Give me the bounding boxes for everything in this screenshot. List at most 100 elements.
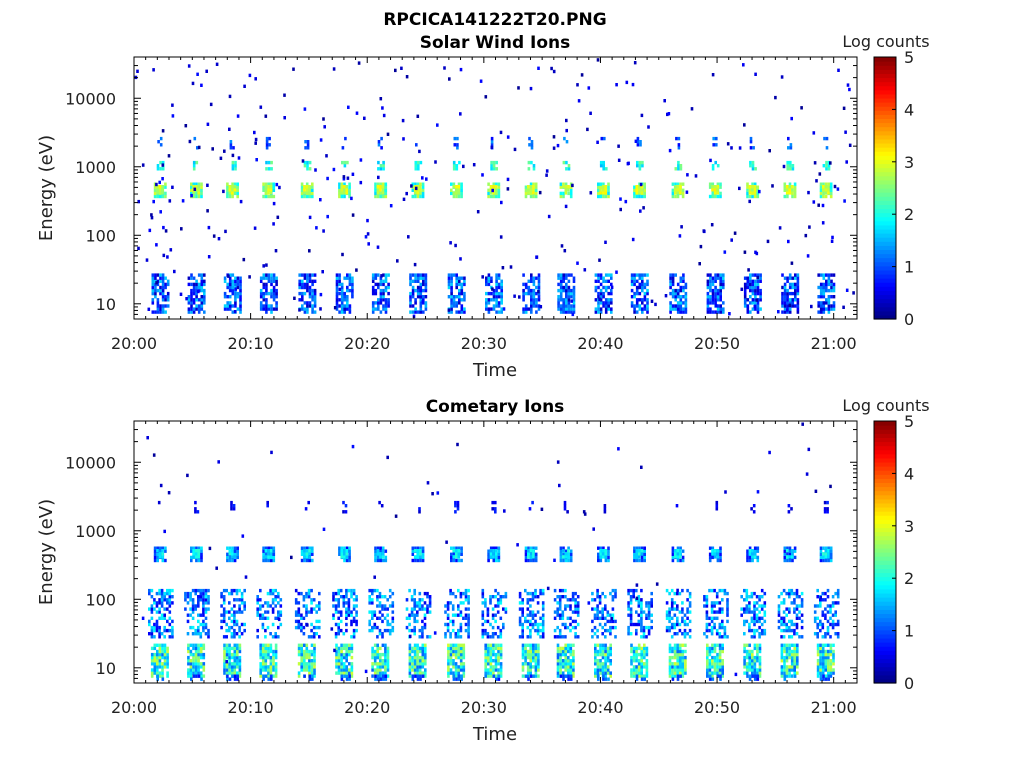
heatmap-cell xyxy=(500,301,503,305)
heatmap-cell xyxy=(347,607,351,611)
heatmap-cell xyxy=(388,595,392,599)
heatmap-cell xyxy=(451,622,455,627)
heatmap-cell xyxy=(536,632,540,636)
heatmap-cell xyxy=(384,558,388,563)
heatmap-cell xyxy=(780,75,784,79)
heatmap-cell xyxy=(564,191,568,195)
heatmap-cell xyxy=(153,194,157,199)
heatmap-cell xyxy=(228,601,231,605)
heatmap-cell xyxy=(671,188,675,192)
heatmap-cell xyxy=(642,206,645,210)
heatmap-cell xyxy=(421,625,424,630)
heatmap-cell xyxy=(463,307,466,311)
heatmap-cell xyxy=(557,301,560,305)
heatmap-cell xyxy=(497,552,501,556)
heatmap-cell xyxy=(424,285,428,290)
heatmap-cell xyxy=(274,595,277,599)
heatmap-cell xyxy=(530,146,534,150)
heatmap-cell xyxy=(534,622,537,627)
heatmap-cell xyxy=(228,285,232,290)
heatmap-cell xyxy=(504,595,508,599)
heatmap-cell xyxy=(391,604,395,608)
heatmap-cell xyxy=(527,279,531,283)
heatmap-cell xyxy=(495,285,498,290)
heatmap-cell xyxy=(746,310,750,314)
heatmap-cell xyxy=(368,601,371,605)
heatmap-cell xyxy=(788,310,792,314)
heatmap-cell xyxy=(452,194,456,199)
heatmap-cell xyxy=(633,310,636,314)
heatmap-cell xyxy=(607,307,610,311)
heatmap-cell xyxy=(156,649,159,654)
heatmap-cell xyxy=(419,160,423,165)
heatmap-cell xyxy=(414,164,418,168)
heatmap-cell xyxy=(449,588,452,593)
heatmap-cell xyxy=(679,182,682,186)
heatmap-cell xyxy=(730,238,733,242)
heatmap-cell xyxy=(447,659,450,663)
heatmap-cell xyxy=(348,194,351,199)
heatmap-cell xyxy=(559,674,563,678)
heatmap-cell xyxy=(567,273,571,277)
heatmap-cell xyxy=(641,160,644,165)
colorbar-segment xyxy=(874,261,896,267)
heatmap-cell xyxy=(489,185,493,189)
heatmap-cell xyxy=(231,552,234,556)
heatmap-cell xyxy=(312,635,316,639)
heatmap-cell xyxy=(305,662,309,666)
heatmap-cell xyxy=(376,555,380,560)
heatmap-cell xyxy=(200,188,203,192)
heatmap-cell xyxy=(294,625,298,630)
heatmap-cell xyxy=(414,186,418,191)
heatmap-cell xyxy=(601,185,605,189)
heatmap-cell xyxy=(530,307,533,311)
heatmap-cell xyxy=(313,295,317,299)
heatmap-cell xyxy=(494,643,498,647)
heatmap-cell xyxy=(243,622,246,627)
colorbar-segment xyxy=(874,134,896,140)
heatmap-cell xyxy=(559,182,563,186)
heatmap-cell xyxy=(751,185,754,189)
heatmap-cell xyxy=(238,662,242,666)
heatmap-cell xyxy=(535,291,538,296)
heatmap-cell xyxy=(536,601,540,605)
heatmap-cell xyxy=(421,628,424,633)
heatmap-cell xyxy=(371,276,375,280)
heatmap-cell xyxy=(332,604,335,608)
heatmap-cell xyxy=(635,194,639,199)
heatmap-cell xyxy=(452,301,456,305)
heatmap-cell xyxy=(781,273,784,277)
heatmap-cell xyxy=(601,665,605,669)
heatmap-cell xyxy=(162,253,166,258)
heatmap-cell xyxy=(303,188,306,192)
heatmap-cell xyxy=(311,282,314,287)
heatmap-cell xyxy=(530,301,533,305)
heatmap-cell xyxy=(187,643,190,647)
heatmap-cell xyxy=(599,643,602,647)
heatmap-cell xyxy=(305,595,308,599)
heatmap-cell xyxy=(635,671,638,675)
heatmap-cell xyxy=(641,307,644,311)
heatmap-cell xyxy=(521,625,524,630)
heatmap-cell xyxy=(274,604,277,608)
heatmap-cell xyxy=(630,288,634,293)
heatmap-cell xyxy=(410,598,414,602)
heatmap-cell xyxy=(374,291,378,296)
heatmap-cell xyxy=(819,194,823,199)
heatmap-cell xyxy=(345,674,348,678)
heatmap-cell xyxy=(228,549,232,553)
heatmap-cell xyxy=(714,304,718,308)
heatmap-cell xyxy=(231,182,234,186)
heatmap-cell xyxy=(318,604,321,608)
heatmap-cell xyxy=(791,164,795,168)
heatmap-cell xyxy=(338,188,341,192)
heatmap-cell xyxy=(300,182,304,186)
heatmap-cell xyxy=(454,668,458,672)
heatmap-cell xyxy=(531,500,534,505)
heatmap-cell xyxy=(270,546,273,550)
heatmap-cell xyxy=(564,555,568,559)
heatmap-cell xyxy=(786,295,789,299)
heatmap-cell xyxy=(379,659,382,663)
heatmap-cell xyxy=(756,273,760,277)
heatmap-cell xyxy=(529,649,532,654)
